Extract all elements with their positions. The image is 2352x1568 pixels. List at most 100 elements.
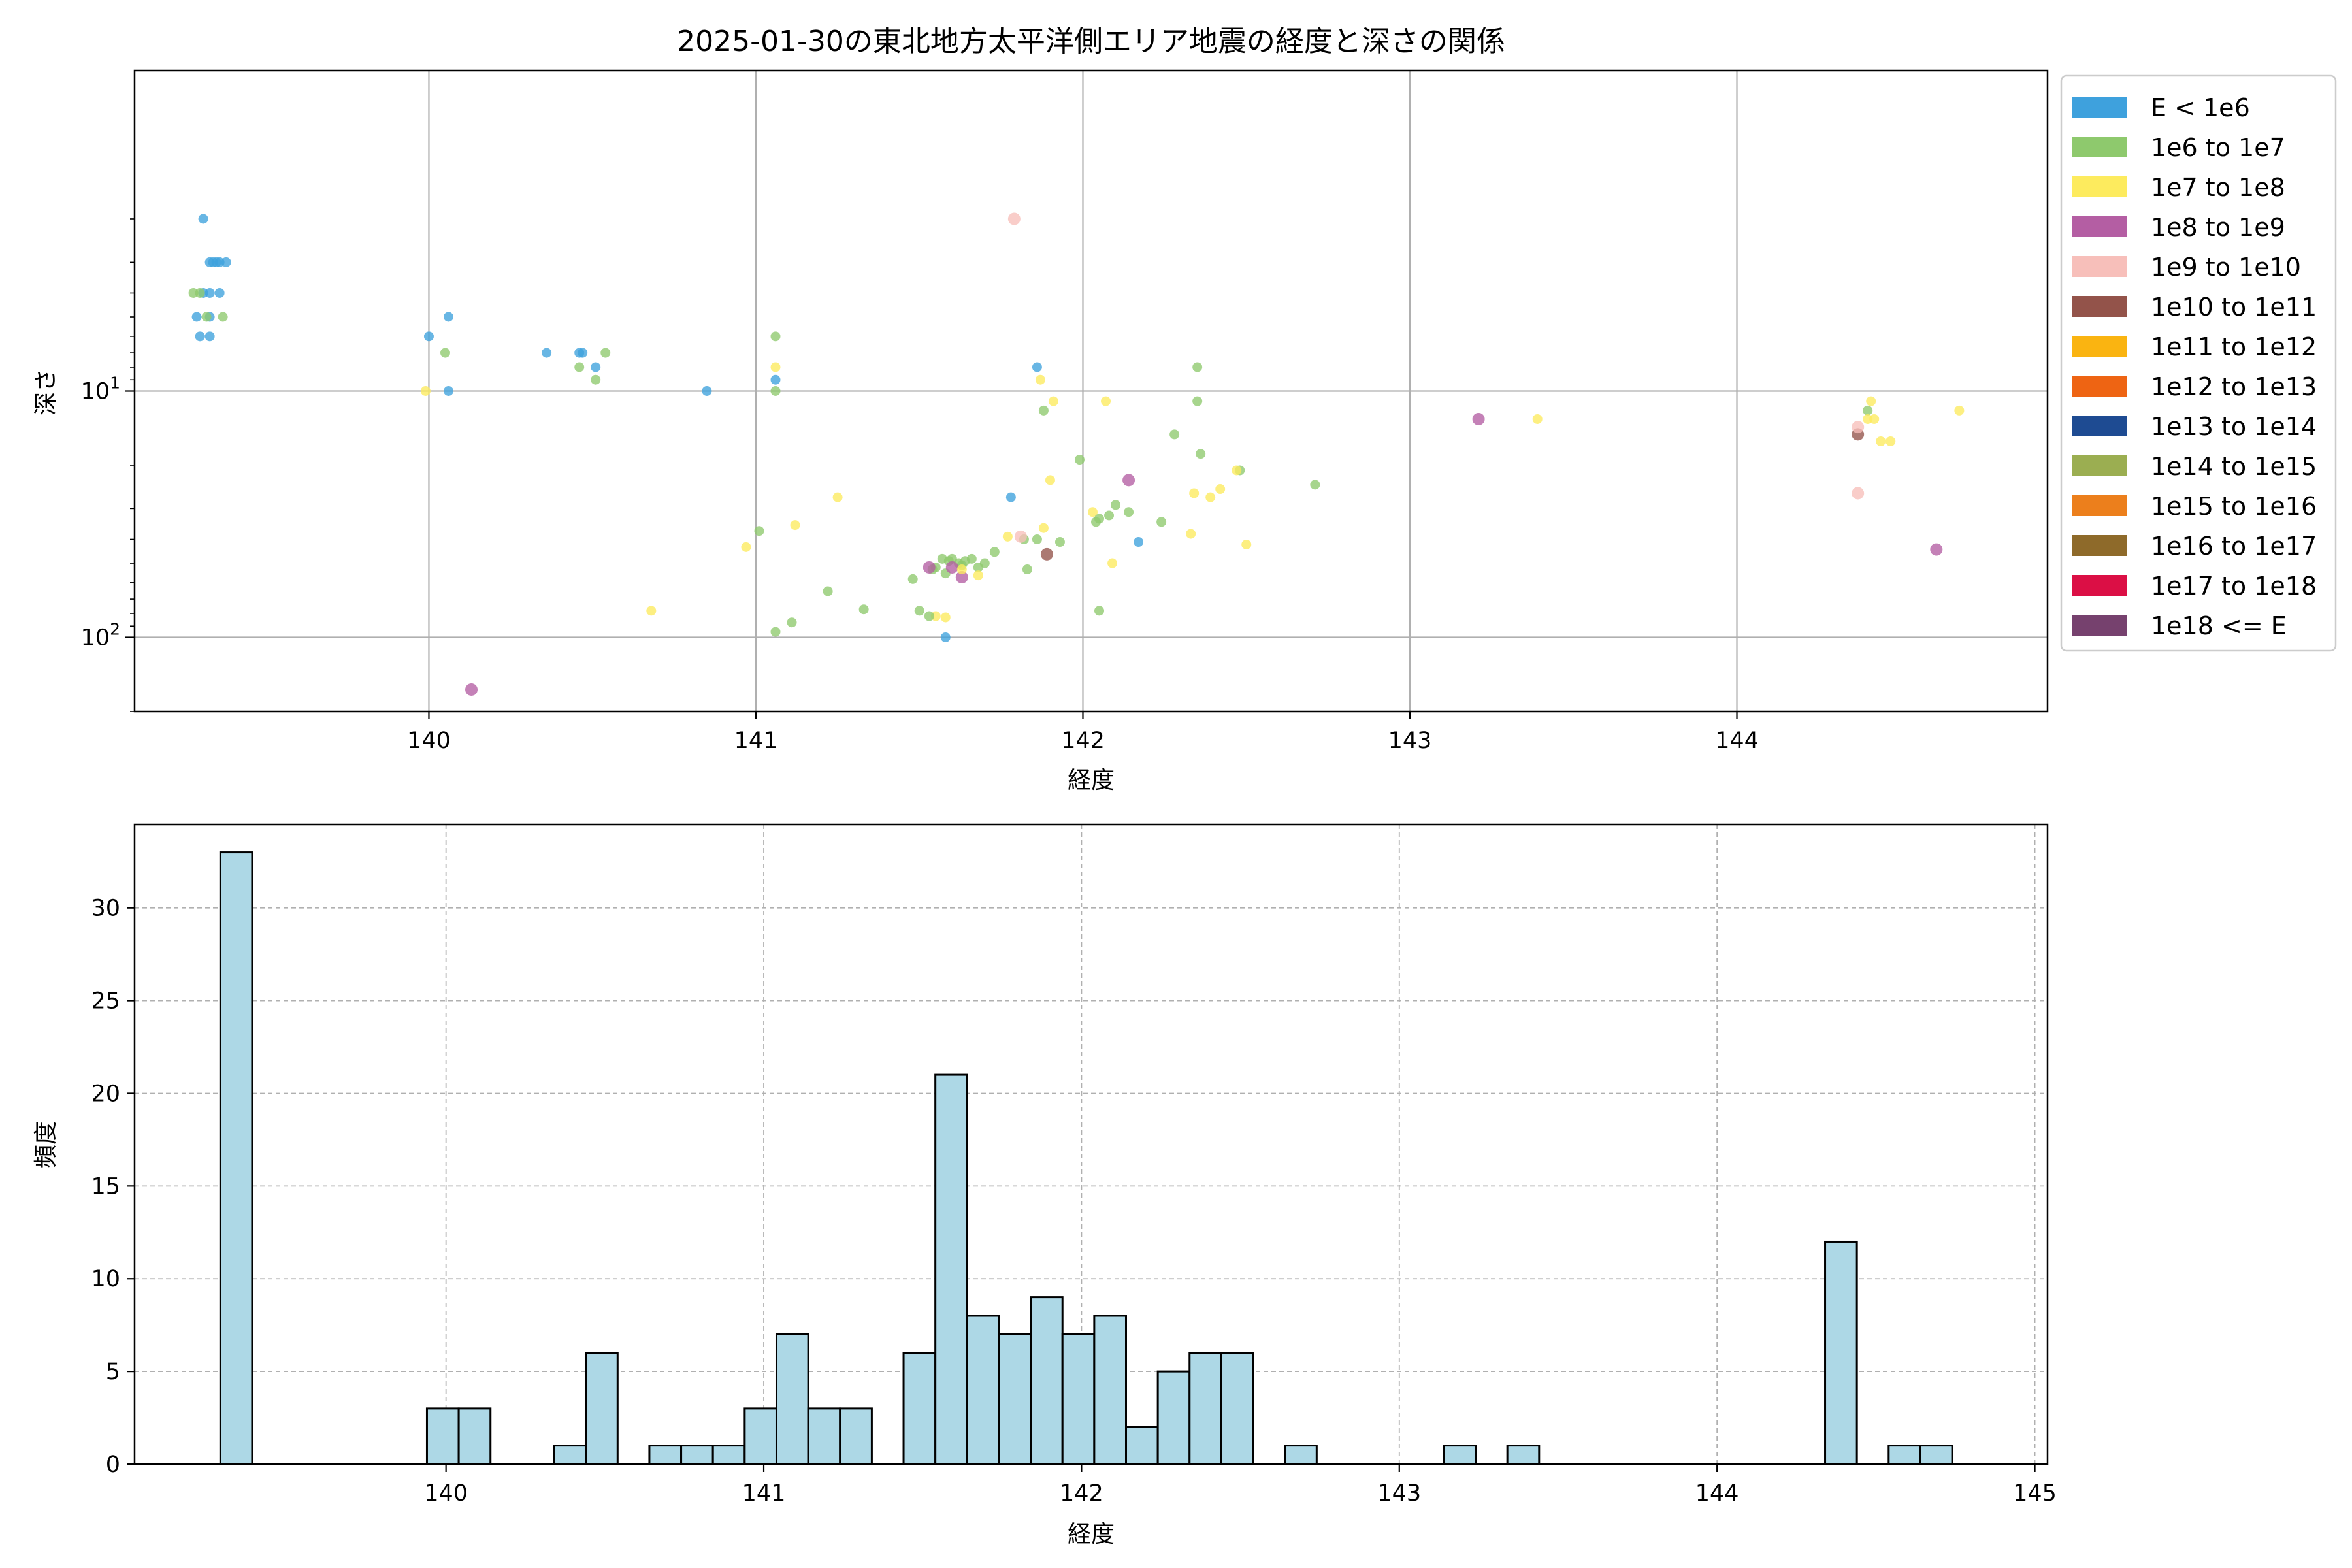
scatter-point [1101, 396, 1111, 406]
scatter-y-ticks: 101 102 [81, 218, 135, 712]
histogram-bar [902, 1352, 937, 1465]
legend-swatch [2072, 416, 2127, 436]
scatter-point [218, 312, 228, 322]
chart-title: 2025-01-30の東北地方太平洋側エリア地震の経度と深さの関係 [677, 25, 1505, 58]
legend-swatch [2072, 376, 2127, 397]
scatter-point [924, 611, 934, 621]
scatter-point [221, 257, 231, 267]
scatter-point [955, 570, 968, 583]
scatter-point [1169, 429, 1180, 440]
legend-swatch [2072, 216, 2127, 237]
scatter-point [591, 362, 601, 372]
histogram-bar [1093, 1315, 1128, 1465]
scatter-point [923, 561, 936, 574]
histogram-x-tick-label: 140 [424, 1480, 468, 1507]
legend-frame [2060, 74, 2337, 652]
scatter-x-tick-label: 141 [734, 728, 778, 754]
scatter-point [973, 570, 983, 581]
legend-label: 1e8 to 1e9 [2151, 213, 2285, 242]
scatter-point [1054, 537, 1065, 547]
histogram-bar [1030, 1296, 1064, 1465]
histogram-bar [998, 1333, 1032, 1465]
scatter-point [1022, 564, 1032, 575]
histogram-bar [839, 1407, 873, 1465]
legend-label: 1e6 to 1e7 [2151, 133, 2285, 162]
scatter-point [787, 617, 797, 628]
histogram-grid [135, 825, 2048, 1465]
scatter-point [443, 386, 453, 396]
legend-swatch [2072, 137, 2127, 157]
scatter-point [600, 348, 611, 358]
histogram-y-axis-label: 頻度 [33, 1121, 59, 1168]
scatter-point [1186, 529, 1196, 539]
scatter-point [1002, 531, 1013, 542]
scatter-point [1005, 492, 1016, 502]
scatter-point [832, 492, 843, 502]
histogram-bar [1156, 1370, 1191, 1465]
histogram-bar [425, 1407, 460, 1465]
scatter-point [1205, 492, 1216, 502]
histogram-bar [966, 1315, 1000, 1465]
histogram-plot-frame [133, 823, 2049, 1465]
scatter-point [945, 561, 958, 574]
scatter-point [966, 553, 977, 564]
scatter-grid [135, 71, 2048, 711]
histogram-bar [648, 1445, 683, 1465]
scatter-y-tick-label: 102 [81, 620, 120, 651]
scatter-point [420, 386, 431, 396]
legend-label: 1e12 to 1e13 [2151, 372, 2317, 401]
histogram-bar [1220, 1352, 1254, 1465]
scatter-point [214, 287, 225, 298]
scatter-point [1094, 606, 1105, 616]
scatter-point [1122, 474, 1135, 487]
scatter-point [940, 612, 951, 623]
legend-label: 1e18 <= E [2151, 612, 2287, 640]
scatter-point [465, 683, 478, 696]
legend-swatch [2072, 97, 2127, 118]
scatter-point [195, 287, 205, 298]
scatter-point [989, 547, 1000, 557]
legend-items: E < 1e6 1e6 to 1e7 1e7 to 1e8 1e8 to 1e9 1e9… [2072, 93, 2317, 640]
histogram-y-tick-label: 10 [91, 1266, 120, 1292]
histogram-bar [743, 1407, 777, 1465]
histogram-bar [711, 1445, 746, 1465]
legend-swatch [2072, 535, 2127, 556]
histogram-bar [1919, 1445, 1953, 1465]
histogram-bar [1188, 1352, 1222, 1465]
histogram-bar [457, 1407, 492, 1465]
scatter-y-axis-label: 深さ [33, 368, 59, 416]
scatter-point [591, 374, 601, 385]
scatter-point [1241, 539, 1252, 549]
scatter-point [1107, 558, 1118, 568]
scatter-point [423, 331, 434, 342]
scatter-point [195, 331, 205, 342]
histogram-bar [1887, 1445, 1921, 1465]
scatter-point [1038, 405, 1049, 416]
scatter-point [1032, 362, 1042, 372]
scatter-panel: 2025-01-30の東北地方太平洋側エリア地震の経度と深さの関係 140 141… [33, 25, 2049, 794]
legend-label: 1e16 to 1e17 [2151, 532, 2317, 561]
scatter-point [1869, 414, 1880, 424]
histogram-y-tick-label: 30 [91, 896, 120, 922]
legend-label: 1e11 to 1e12 [2151, 333, 2317, 361]
histogram-x-tick-label: 145 [2013, 1480, 2057, 1507]
scatter-point [1040, 547, 1053, 561]
scatter-point [1472, 412, 1485, 425]
scatter-point [1192, 396, 1203, 406]
scatter-point [578, 348, 588, 358]
scatter-point [1192, 362, 1203, 372]
legend-label: 1e9 to 1e10 [2151, 253, 2301, 282]
histogram-x-tick-label: 144 [1695, 1480, 1739, 1507]
histogram-y-tick-label: 0 [106, 1452, 120, 1478]
scatter-point [702, 386, 712, 396]
scatter-x-tick-label: 142 [1061, 728, 1105, 754]
scatter-point [770, 331, 781, 342]
scatter-point [1189, 488, 1200, 498]
scatter-y-tick-label: 101 [81, 374, 120, 405]
scatter-point [770, 627, 781, 637]
scatter-x-tick-label: 144 [1715, 728, 1759, 754]
legend: E < 1e6 1e6 to 1e7 1e7 to 1e8 1e8 to 1e9 1e9… [2060, 74, 2337, 652]
histogram-bar [807, 1407, 841, 1465]
scatter-point [1111, 500, 1121, 510]
